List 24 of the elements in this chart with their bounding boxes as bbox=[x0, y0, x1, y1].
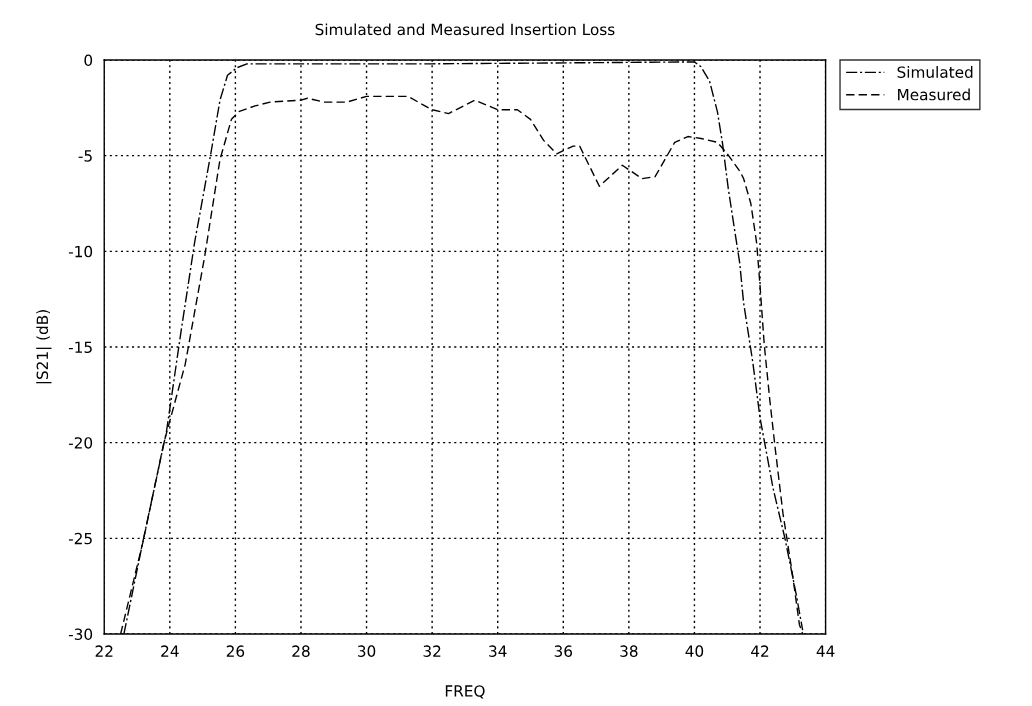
x-tick-label: 22 bbox=[95, 645, 113, 657]
y-axis-title: |S21| (dB) bbox=[36, 310, 52, 384]
y-tick-label: 0 bbox=[84, 54, 93, 67]
y-tick-label: -20 bbox=[68, 437, 93, 449]
x-tick-label: 36 bbox=[554, 645, 573, 657]
legend-label: Simulated bbox=[897, 66, 973, 78]
x-axis-title: FREQ bbox=[445, 685, 485, 699]
y-tick-label: -15 bbox=[68, 341, 92, 354]
legend-label: Measured bbox=[898, 88, 970, 101]
chart-title: Simulated and Measured Insertion Loss bbox=[315, 23, 615, 36]
x-tick-label: 28 bbox=[292, 645, 310, 657]
x-tick-label: 42 bbox=[751, 645, 769, 657]
y-tick-label: -10 bbox=[68, 245, 93, 258]
y-tick-label: -30 bbox=[68, 628, 93, 641]
y-tick-label: -5 bbox=[78, 150, 92, 162]
x-tick-label: 26 bbox=[226, 645, 245, 657]
x-tick-label: 44 bbox=[816, 645, 835, 657]
x-tick-label: 40 bbox=[685, 645, 704, 657]
y-tick-label: -25 bbox=[68, 532, 92, 545]
x-tick-label: 30 bbox=[357, 645, 376, 657]
x-tick-label: 34 bbox=[489, 645, 507, 657]
x-tick-label: 24 bbox=[161, 645, 179, 657]
x-tick-label: 32 bbox=[423, 645, 441, 657]
x-tick-label: 38 bbox=[620, 645, 638, 657]
